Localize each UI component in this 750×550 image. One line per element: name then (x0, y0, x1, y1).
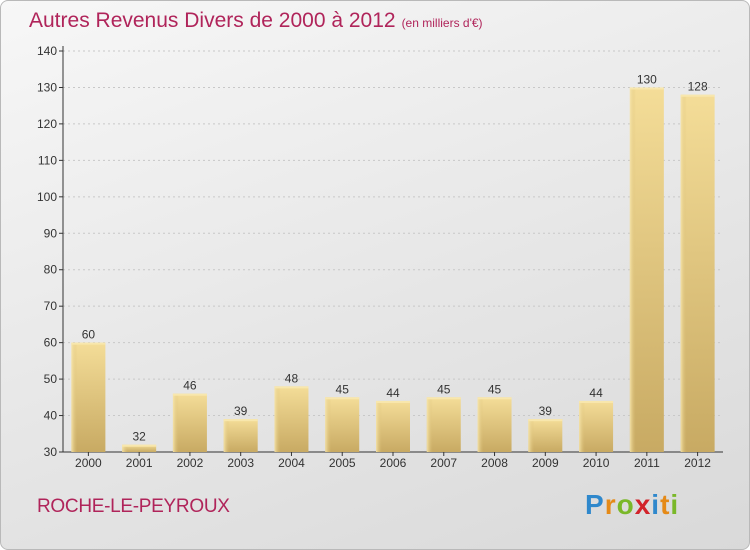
town-name: ROCHE-LE-PEYROUX (37, 496, 230, 517)
bar-highlight (629, 87, 636, 453)
data-label: 128 (688, 80, 708, 94)
data-label: 44 (386, 386, 400, 400)
data-label: 46 (183, 379, 197, 393)
y-tick-label: 90 (44, 226, 58, 240)
y-tick-label: 50 (44, 372, 58, 386)
bar-highlight (172, 393, 179, 452)
y-tick-label: 120 (37, 117, 57, 131)
x-tick-label: 2011 (634, 456, 660, 470)
chart-title: Autres Revenus Divers de 2000 à 2012 (en … (29, 9, 483, 33)
data-label: 45 (336, 382, 350, 396)
bar-highlight (579, 400, 586, 452)
bar-top-edge (426, 397, 461, 400)
bar-top-edge (579, 400, 614, 403)
bar-top-edge (528, 419, 563, 422)
proxiti-logo: Proxiti (585, 489, 679, 521)
bar-top-edge (477, 397, 512, 400)
bar-top-edge (172, 393, 207, 396)
x-tick-label: 2012 (684, 456, 711, 470)
y-tick-label: 40 (44, 409, 58, 423)
data-label: 48 (285, 371, 299, 385)
bar-2001 (122, 444, 157, 452)
bar-highlight (477, 397, 484, 452)
logo-letter: i (651, 489, 661, 520)
bar-highlight (274, 386, 281, 452)
y-tick-label: 60 (44, 336, 58, 350)
y-tick-label: 130 (37, 80, 57, 94)
labels: 30 40 50 60 70 80 90 100 110 120 130 140 60 2000 32 200… (37, 44, 711, 470)
x-tick-label: 2005 (329, 456, 356, 470)
data-label: 39 (234, 404, 248, 418)
bar-highlight (680, 94, 687, 452)
bar-top-edge (274, 386, 309, 389)
chart-unit-note: (en milliers d'€) (401, 16, 483, 30)
logo-letter: r (604, 489, 617, 520)
bar-highlight (223, 419, 230, 452)
data-label: 130 (637, 72, 657, 86)
data-label: 60 (82, 328, 96, 342)
bar-top-edge (680, 94, 715, 97)
chart-title-text: Autres Revenus Divers de 2000 à 2012 (29, 9, 396, 32)
y-tick-label: 100 (37, 190, 57, 204)
logo-letter: P (585, 489, 605, 520)
bar-top-edge (122, 444, 157, 447)
x-tick-label: 2006 (380, 456, 407, 470)
grid-lines (63, 50, 723, 417)
bar-top-edge (223, 419, 258, 422)
bar-highlight (71, 342, 78, 452)
logo-letter: t (660, 489, 671, 520)
x-tick-label: 2007 (430, 456, 457, 470)
logo-letter: o (616, 489, 635, 520)
logo-letter: x (634, 489, 652, 520)
bar-highlight (122, 444, 129, 452)
x-tick-label: 2000 (75, 456, 102, 470)
x-tick-label: 2004 (278, 456, 305, 470)
data-label: 32 (132, 430, 146, 444)
bar-highlight (325, 397, 332, 452)
y-tick-label: 110 (38, 153, 57, 167)
y-tick-label: 70 (44, 299, 58, 313)
data-label: 45 (437, 382, 451, 396)
bar-top-edge (325, 397, 360, 400)
logo-letter: i (670, 489, 680, 520)
bar-highlight (528, 419, 535, 452)
bar-top-edge (71, 342, 106, 345)
data-label: 39 (539, 404, 553, 418)
x-tick-label: 2010 (583, 456, 610, 470)
x-tick-label: 2008 (481, 456, 508, 470)
y-tick-label: 30 (44, 445, 58, 459)
y-tick-label: 80 (44, 263, 58, 277)
x-tick-label: 2003 (227, 456, 254, 470)
data-label: 44 (589, 386, 603, 400)
y-tick-label: 140 (37, 44, 57, 58)
data-label: 45 (488, 382, 502, 396)
bar-highlight (376, 400, 382, 452)
x-tick-label: 2009 (532, 456, 559, 470)
bar-highlight (426, 397, 433, 452)
bar-top-edge (629, 87, 664, 90)
bars (71, 87, 715, 453)
x-tick-label: 2002 (177, 456, 204, 470)
bar-top-edge (376, 400, 410, 403)
x-tick-label: 2001 (126, 456, 153, 470)
